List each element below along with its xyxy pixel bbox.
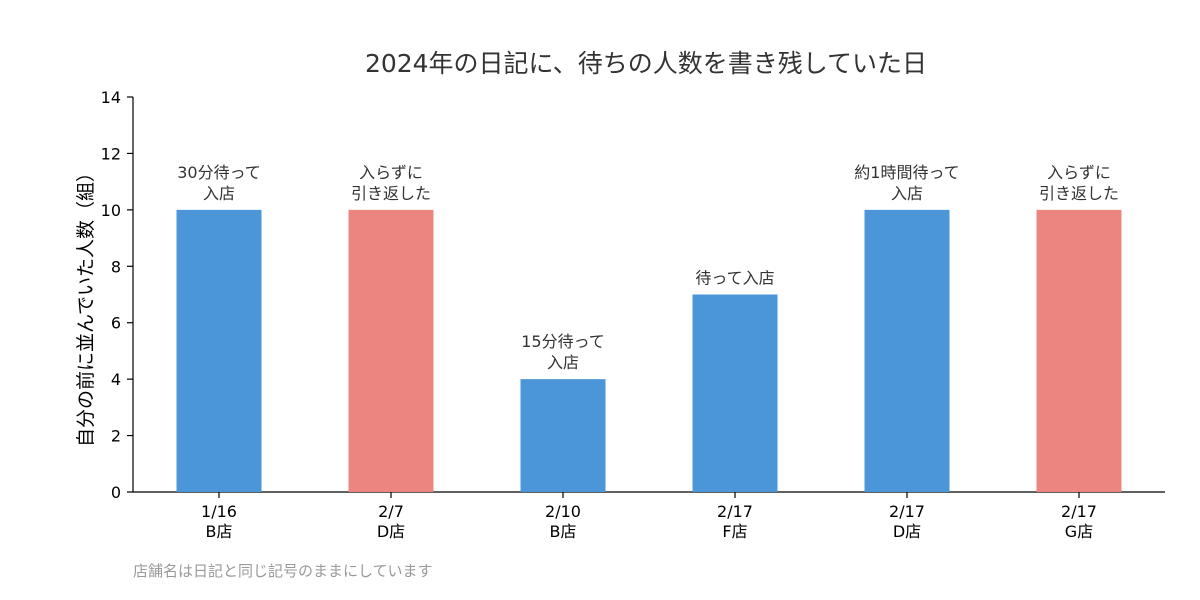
chart-title: 2024年の日記に、待ちの人数を書き残していた日	[365, 49, 927, 78]
bar	[520, 379, 606, 492]
bar-annotation: 引き返した	[351, 184, 431, 203]
y-tick-label: 0	[111, 483, 121, 502]
x-tick-label: 2/7	[378, 502, 404, 521]
x-tick-label: B店	[206, 522, 233, 541]
bar-annotation: 入店	[547, 353, 579, 372]
plot-area: 0246810121430分待って入店1/16B店入らずに引き返した2/7D店1…	[101, 88, 1165, 541]
footnote: 店舗名は日記と同じ記号のままにしています	[133, 562, 433, 580]
bar-annotation: 入店	[203, 184, 235, 203]
x-tick-label: D店	[377, 522, 405, 541]
y-tick-label: 4	[111, 370, 121, 389]
x-tick-label: D店	[893, 522, 921, 541]
bar-annotation: 15分待って	[521, 332, 605, 351]
bar-annotation: 待って入店	[695, 269, 774, 288]
bar-annotation: 入らずに	[359, 163, 423, 182]
y-tick-label: 12	[101, 144, 121, 163]
x-tick-label: B店	[550, 522, 577, 541]
bar	[1036, 209, 1122, 492]
x-tick-label: 2/10	[545, 502, 581, 521]
x-tick-label: 2/17	[889, 502, 925, 521]
x-tick-label: F店	[722, 522, 747, 541]
y-tick-label: 8	[111, 257, 121, 276]
bar-annotation: 入らずに	[1047, 163, 1111, 182]
bar	[692, 294, 778, 492]
y-tick-label: 6	[111, 314, 121, 333]
bar-annotation: 約1時間待って	[854, 163, 959, 182]
y-tick-label: 14	[101, 88, 121, 107]
bar-annotation: 引き返した	[1039, 184, 1119, 203]
bar-annotation: 入店	[891, 184, 923, 203]
x-tick-label: G店	[1065, 522, 1093, 541]
y-tick-label: 2	[111, 427, 121, 446]
x-tick-label: 1/16	[201, 502, 237, 521]
y-tick-label: 10	[101, 201, 121, 220]
bar	[176, 209, 262, 492]
y-axis-label: 自分の前に並んでいた人数（組）	[75, 163, 97, 447]
bar-annotation: 30分待って	[177, 163, 261, 182]
x-tick-label: 2/17	[1061, 502, 1097, 521]
bar	[348, 209, 434, 492]
bar	[864, 209, 950, 492]
x-tick-label: 2/17	[717, 502, 753, 521]
